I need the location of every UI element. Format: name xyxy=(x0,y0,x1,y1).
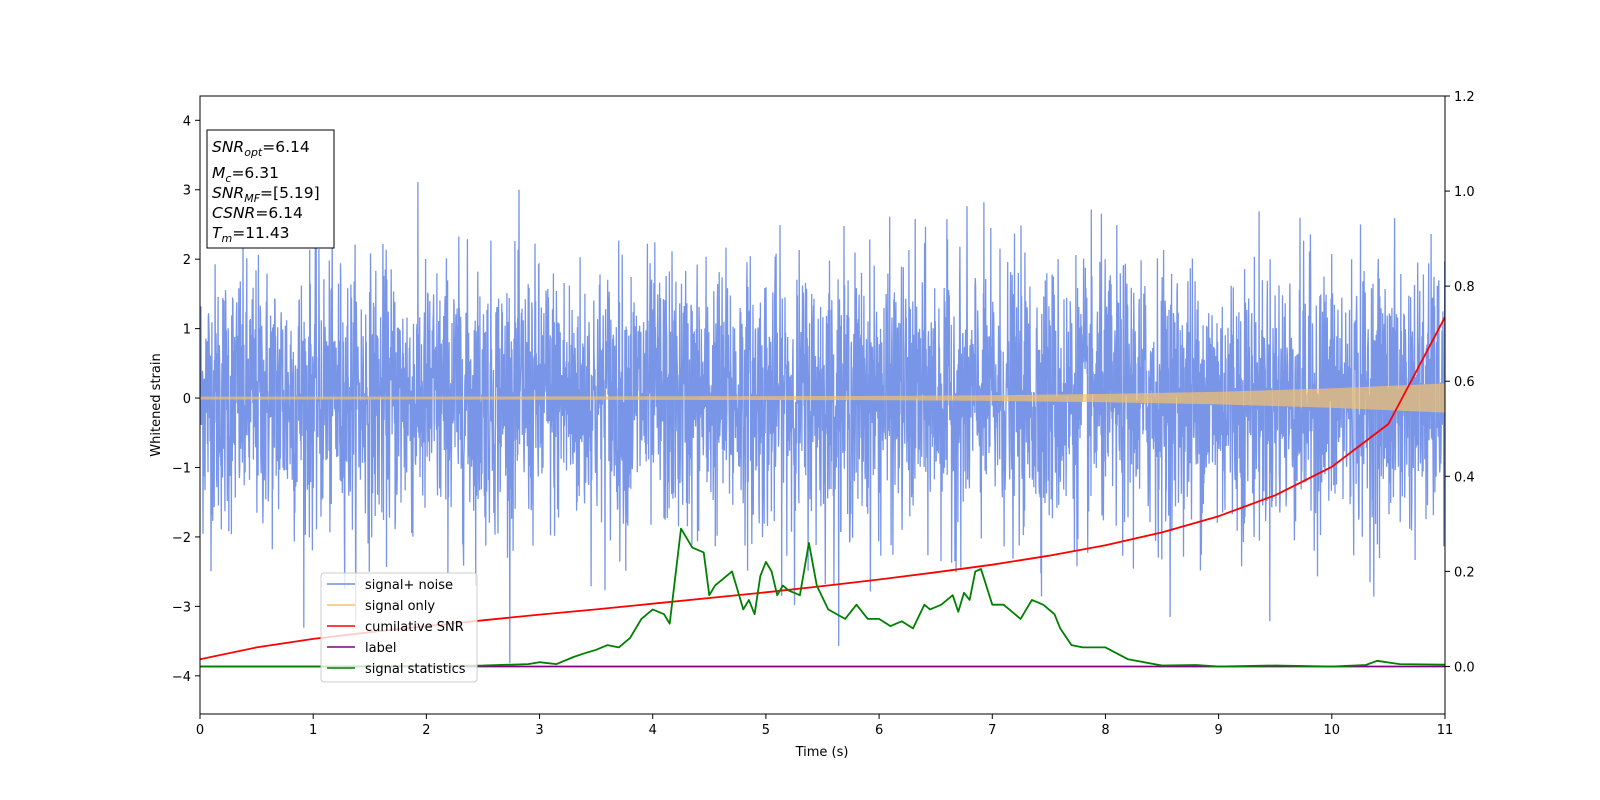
stats-box: SNRopt=6.14 Mc=6.31 SNRMF=[5.19] CSNR=6.… xyxy=(206,129,335,249)
y-axis-label: Whitened strain xyxy=(149,353,164,456)
x-tick-label: 2 xyxy=(422,723,430,738)
legend-frame xyxy=(320,572,478,683)
x-tick-label: 7 xyxy=(988,723,996,738)
series-signal-noise xyxy=(200,181,1445,664)
x-tick-label: 3 xyxy=(535,723,543,738)
legend-label: signal+ noise xyxy=(365,578,453,593)
y-tick-label: 0 xyxy=(183,392,191,407)
legend-item: label xyxy=(327,641,396,656)
y2-tick-label: 1.0 xyxy=(1454,185,1475,200)
y2-tick-label: 0.0 xyxy=(1454,660,1475,675)
legend: signal+ noise signal only cumilative SNR… xyxy=(320,572,478,683)
stat-csnr: CSNR=6.14 xyxy=(212,204,303,222)
legend-item: cumilative SNR xyxy=(327,620,464,635)
x-tick-label: 10 xyxy=(1324,723,1341,738)
stat-tm: Tm=11.43 xyxy=(212,224,290,245)
legend-label: label xyxy=(365,641,396,656)
stat-snr-mf: SNRMF=[5.19] xyxy=(212,184,320,205)
y-tick-label: 4 xyxy=(183,114,191,129)
y-axis-right: 1.2 1.0 0.8 0.6 0.4 0.2 0.0 xyxy=(1445,90,1475,675)
stat-mc: Mc=6.31 xyxy=(212,164,279,185)
legend-item: signal statistics xyxy=(327,662,466,677)
legend-label: cumilative SNR xyxy=(365,620,464,635)
x-tick-label: 0 xyxy=(196,723,204,738)
x-axis-label: Time (s) xyxy=(795,745,849,760)
y-tick-label: −3 xyxy=(172,600,191,615)
y-tick-label: 1 xyxy=(183,323,191,338)
series-signal-statistics xyxy=(200,527,1445,668)
legend-label: signal statistics xyxy=(365,662,466,677)
x-tick-label: 4 xyxy=(649,723,657,738)
y-tick-label: −2 xyxy=(172,531,191,546)
y-tick-label: 3 xyxy=(183,184,191,199)
x-tick-label: 6 xyxy=(875,723,883,738)
y-axis-left: 4 3 2 1 0 −1 −2 −3 −4 xyxy=(172,114,200,685)
y2-tick-label: 0.6 xyxy=(1454,375,1475,390)
y2-tick-label: 0.8 xyxy=(1454,280,1475,295)
y-tick-label: −4 xyxy=(172,670,191,685)
y2-tick-label: 0.4 xyxy=(1454,470,1475,485)
legend-item: signal+ noise xyxy=(327,578,453,593)
x-tick-label: 5 xyxy=(762,723,770,738)
y2-tick-label: 1.2 xyxy=(1454,90,1475,105)
plot-frame xyxy=(199,95,1446,715)
x-tick-label: 9 xyxy=(1214,723,1222,738)
y2-tick-label: 0.2 xyxy=(1454,565,1475,580)
x-tick-label: 11 xyxy=(1437,723,1454,738)
legend-label: signal only xyxy=(365,599,435,614)
series-signal-only xyxy=(200,383,1445,413)
x-tick-label: 1 xyxy=(309,723,317,738)
y-tick-label: 2 xyxy=(183,253,191,268)
x-axis: 0 1 2 3 4 5 6 7 8 9 10 11 xyxy=(196,714,1453,738)
x-tick-label: 8 xyxy=(1101,723,1109,738)
y-tick-label: −1 xyxy=(172,461,191,476)
stats-box-frame xyxy=(206,129,335,249)
stat-snr-opt: SNRopt=6.14 xyxy=(212,138,310,159)
legend-item: signal only xyxy=(327,599,435,614)
